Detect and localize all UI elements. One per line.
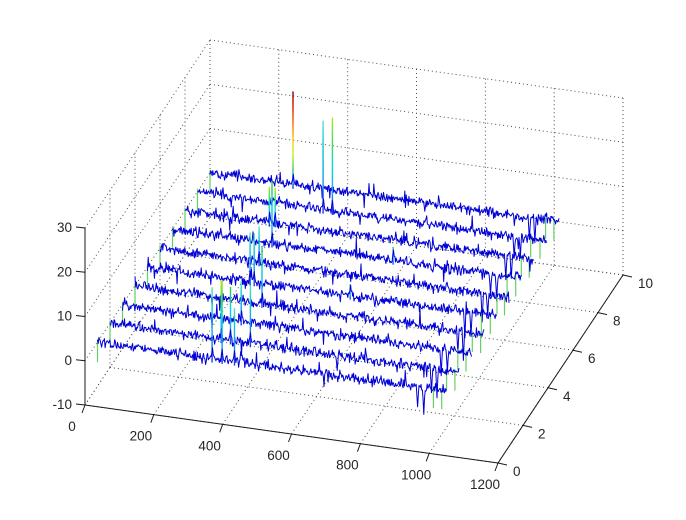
signal-trace [184,205,535,281]
y-tick-label: 4 [563,389,571,404]
signal-trace [159,243,510,323]
signal-trace [209,169,560,244]
x-tick-label: 400 [198,438,221,453]
x-tick-label: 800 [336,458,359,473]
signal-trace [197,186,547,259]
trace-group-8 [184,186,535,281]
signal-trace [147,256,497,339]
trace-group-4 [134,245,485,361]
y-tick-label: 8 [613,314,621,329]
y-tick-label: 10 [638,276,653,291]
z-tick-label: 10 [57,309,72,324]
signal-trace [122,297,472,377]
z-tick-label: 30 [57,220,72,235]
z-tick-label: -10 [52,397,72,412]
axes: 0 200 400 600 800 1000 1200 0 2 4 6 8 10 -10 0 10 20 30 [52,220,653,492]
trace-group-10 [209,91,560,244]
x-tick-label: 1000 [401,467,431,482]
trace-group-9 [196,117,547,259]
grid-left-wall [84,39,211,406]
y-tick-label: 6 [588,351,596,366]
trace-group-1 [96,279,447,415]
x-tick-label: 0 [68,419,76,434]
signal-trace [109,318,460,399]
trace-group-2 [109,281,460,399]
signal-trace [134,276,485,361]
z-tick-label: 0 [64,353,72,368]
x-tick-label: 200 [130,429,153,444]
trace-group-5 [146,232,497,339]
trace-group-7 [171,181,522,302]
trace-group-6 [159,226,510,323]
y-axis [497,274,624,464]
signal-trace [97,337,447,415]
y-tick-label: 2 [538,426,546,441]
trace-group-3 [121,281,472,377]
y-tick-label: 0 [513,464,521,479]
x-tick-label: 1200 [470,477,500,492]
signal-trace [172,226,522,302]
z-tick-label: 20 [57,264,72,279]
x-tick-label: 600 [267,448,290,463]
